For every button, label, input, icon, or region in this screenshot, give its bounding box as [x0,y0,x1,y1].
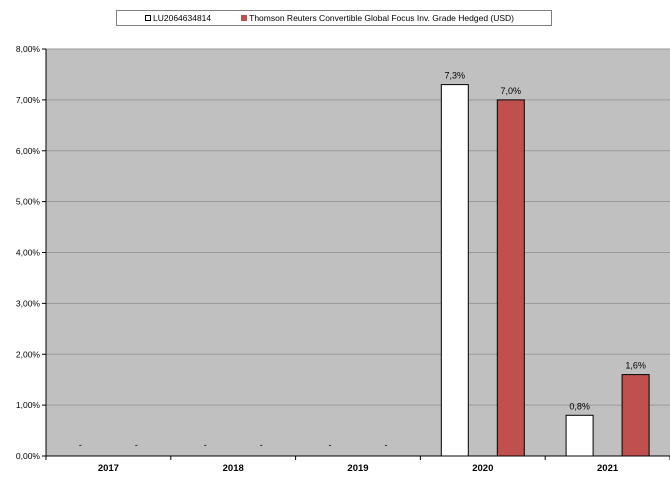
y-tick-label: 5,00% [16,197,41,207]
legend-item-series-1: LU2064634814 [145,13,211,23]
data-label: - [260,440,263,450]
legend-item-series-2: Thomson Reuters Convertible Global Focus… [241,13,514,23]
data-label: 0,8% [569,401,590,411]
x-tick-label: 2018 [223,463,244,474]
y-tick-label: 2,00% [16,349,41,359]
x-tick-label: 2017 [98,463,119,474]
bar [496,99,525,457]
y-tick-label: 1,00% [16,400,41,410]
x-tick-label: 2019 [347,463,368,474]
y-tick-label: 3,00% [16,298,41,308]
bar [621,374,650,457]
x-tick-label: 2021 [597,463,619,474]
y-tick-label: 6,00% [16,146,41,156]
data-label: - [204,440,207,450]
legend: LU2064634814 Thomson Reuters Convertible… [116,10,552,26]
y-tick-label: 7,00% [16,95,41,105]
legend-swatch-series-1 [145,15,151,21]
legend-label-series-1: LU2064634814 [153,13,212,23]
data-label: - [79,440,82,450]
data-label: 1,6% [625,361,646,371]
y-tick-label: 0,00% [16,451,41,461]
legend-swatch-series-2 [241,15,248,21]
legend-label-series-2: Thomson Reuters Convertible Global Focus… [249,13,515,23]
data-label: 7,0% [501,86,522,96]
data-label: - [135,440,138,450]
bar [440,84,469,457]
x-tick-label: 2020 [472,463,493,474]
data-label: 7,3% [445,71,466,81]
y-tick-label: 4,00% [16,248,41,258]
bar [565,414,594,457]
data-label: - [329,440,332,450]
data-label: - [385,440,388,450]
y-tick-label: 8,00% [16,44,41,54]
